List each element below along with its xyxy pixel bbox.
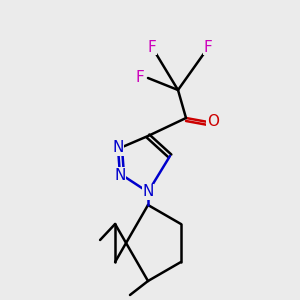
Text: F: F: [136, 70, 144, 86]
Text: N: N: [112, 140, 124, 155]
Text: F: F: [148, 40, 156, 55]
Text: O: O: [207, 115, 219, 130]
Text: N: N: [114, 167, 126, 182]
Text: F: F: [204, 40, 212, 55]
Text: N: N: [142, 184, 154, 200]
